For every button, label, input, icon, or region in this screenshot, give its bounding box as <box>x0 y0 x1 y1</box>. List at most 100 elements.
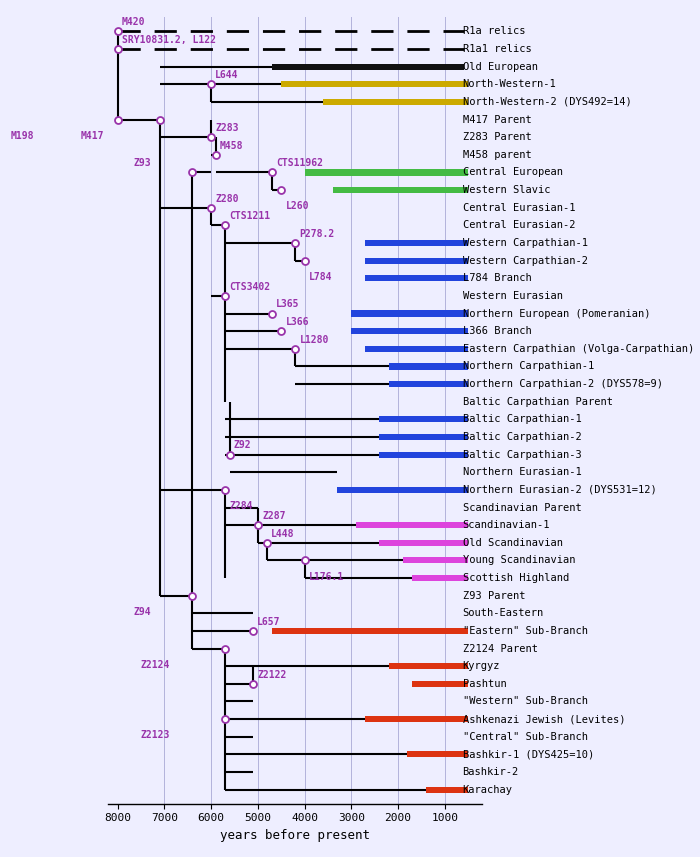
Bar <box>389 363 468 369</box>
Text: Northern Carpathian-2 (DYS578=9): Northern Carpathian-2 (DYS578=9) <box>463 379 663 389</box>
Text: Central European: Central European <box>463 167 563 177</box>
Text: Z2123: Z2123 <box>140 730 169 740</box>
Text: Northern Eurasian-1: Northern Eurasian-1 <box>463 467 581 477</box>
Text: L784: L784 <box>309 272 332 282</box>
Text: Western Carpathian-1: Western Carpathian-1 <box>463 238 587 248</box>
Text: Pashtun: Pashtun <box>463 679 506 689</box>
Bar <box>379 434 468 440</box>
Text: M198: M198 <box>10 131 34 141</box>
Text: Central Eurasian-2: Central Eurasian-2 <box>463 220 575 231</box>
Bar <box>365 240 468 246</box>
Text: Northern European (Pomeranian): Northern European (Pomeranian) <box>463 309 650 319</box>
Bar <box>323 99 468 105</box>
Text: L1280: L1280 <box>300 334 329 345</box>
Text: Northern Carpathian-1: Northern Carpathian-1 <box>463 362 594 371</box>
Text: Baltic Carpathian Parent: Baltic Carpathian Parent <box>463 397 612 407</box>
Text: Baltic Carpathian-2: Baltic Carpathian-2 <box>463 432 581 442</box>
Bar <box>389 381 468 387</box>
Text: Central Eurasian-1: Central Eurasian-1 <box>463 203 575 213</box>
Text: Z280: Z280 <box>216 194 239 204</box>
Text: Z92: Z92 <box>234 440 251 451</box>
Text: North-Western-2 (DYS492=14): North-Western-2 (DYS492=14) <box>463 97 631 107</box>
Text: Old European: Old European <box>463 62 538 72</box>
Text: CTS1211: CTS1211 <box>230 211 270 221</box>
Bar <box>379 417 468 423</box>
Text: M417: M417 <box>80 131 104 141</box>
Text: L366 Branch: L366 Branch <box>463 327 531 336</box>
Bar <box>402 557 468 564</box>
Text: Bashkir-2: Bashkir-2 <box>463 767 519 777</box>
Bar <box>365 275 468 281</box>
Text: SRY10831.2, L122: SRY10831.2, L122 <box>122 35 216 45</box>
Text: Z2124: Z2124 <box>140 660 169 669</box>
Text: Northern Eurasian-2 (DYS531=12): Northern Eurasian-2 (DYS531=12) <box>463 485 657 494</box>
Text: North-Western-1: North-Western-1 <box>463 80 556 89</box>
Text: Karachay: Karachay <box>463 785 512 794</box>
Bar <box>337 487 468 493</box>
Bar <box>412 680 468 687</box>
Text: Z94: Z94 <box>133 607 150 617</box>
Bar <box>351 328 468 334</box>
Text: Scandinavian Parent: Scandinavian Parent <box>463 502 581 512</box>
Text: Scottish Highland: Scottish Highland <box>463 573 569 583</box>
Text: M458 parent: M458 parent <box>463 150 531 160</box>
Text: Baltic Carpathian-1: Baltic Carpathian-1 <box>463 414 581 424</box>
Text: L657: L657 <box>258 617 281 626</box>
Text: CTS3402: CTS3402 <box>230 282 270 291</box>
Text: Western Slavic: Western Slavic <box>463 185 550 195</box>
Bar <box>379 452 468 458</box>
Text: "Eastern" Sub-Branch: "Eastern" Sub-Branch <box>463 626 587 636</box>
Text: Western Eurasian: Western Eurasian <box>463 291 563 301</box>
Bar <box>365 345 468 352</box>
Bar <box>351 310 468 316</box>
Bar <box>389 663 468 669</box>
Text: Z2122: Z2122 <box>258 669 287 680</box>
Text: Z283: Z283 <box>216 123 239 133</box>
Bar <box>365 716 468 722</box>
Text: L176.1: L176.1 <box>309 572 344 582</box>
Bar <box>281 81 468 87</box>
Text: M417 Parent: M417 Parent <box>463 115 531 124</box>
Text: P278.2: P278.2 <box>300 229 335 239</box>
Text: "Western" Sub-Branch: "Western" Sub-Branch <box>463 697 587 706</box>
Text: L644: L644 <box>216 70 239 81</box>
Text: Ashkenazi Jewish (Levites): Ashkenazi Jewish (Levites) <box>463 714 625 724</box>
Text: Bashkir-1 (DYS425=10): Bashkir-1 (DYS425=10) <box>463 749 594 759</box>
Text: Old Scandinavian: Old Scandinavian <box>463 537 563 548</box>
Bar <box>365 258 468 264</box>
Text: Young Scandinavian: Young Scandinavian <box>463 555 575 566</box>
Text: L366: L366 <box>286 317 309 327</box>
Text: L784 Branch: L784 Branch <box>463 273 531 284</box>
Text: "Central" Sub-Branch: "Central" Sub-Branch <box>463 732 587 741</box>
Bar <box>272 628 468 634</box>
Text: Z284: Z284 <box>230 501 253 511</box>
Text: Z283 Parent: Z283 Parent <box>463 132 531 142</box>
Bar <box>332 187 468 193</box>
Text: Kyrgyz: Kyrgyz <box>463 662 500 671</box>
Text: M420: M420 <box>122 17 146 27</box>
Text: Scandinavian-1: Scandinavian-1 <box>463 520 550 530</box>
Text: Z2124 Parent: Z2124 Parent <box>463 644 538 654</box>
Text: Baltic Carpathian-3: Baltic Carpathian-3 <box>463 450 581 459</box>
Text: R1a relics: R1a relics <box>463 27 525 37</box>
Bar <box>379 540 468 546</box>
Text: L365: L365 <box>276 299 300 309</box>
Text: CTS11962: CTS11962 <box>276 159 323 168</box>
Bar <box>407 752 468 758</box>
X-axis label: years before present: years before present <box>220 829 370 842</box>
Text: Z93: Z93 <box>133 159 150 168</box>
Bar <box>356 522 468 528</box>
Text: Z93 Parent: Z93 Parent <box>463 590 525 601</box>
Text: L448: L448 <box>272 529 295 538</box>
Bar <box>426 787 468 793</box>
Text: Western Carpathian-2: Western Carpathian-2 <box>463 255 587 266</box>
Text: Z287: Z287 <box>262 511 286 521</box>
Bar <box>304 170 468 176</box>
Bar <box>412 575 468 581</box>
Text: L260: L260 <box>286 201 309 211</box>
Text: R1a1 relics: R1a1 relics <box>463 44 531 54</box>
Text: South-Eastern: South-Eastern <box>463 608 544 618</box>
Text: Eastern Carpathian (Volga-Carpathian): Eastern Carpathian (Volga-Carpathian) <box>463 344 694 354</box>
Text: M458: M458 <box>220 141 244 151</box>
Bar <box>272 63 463 69</box>
